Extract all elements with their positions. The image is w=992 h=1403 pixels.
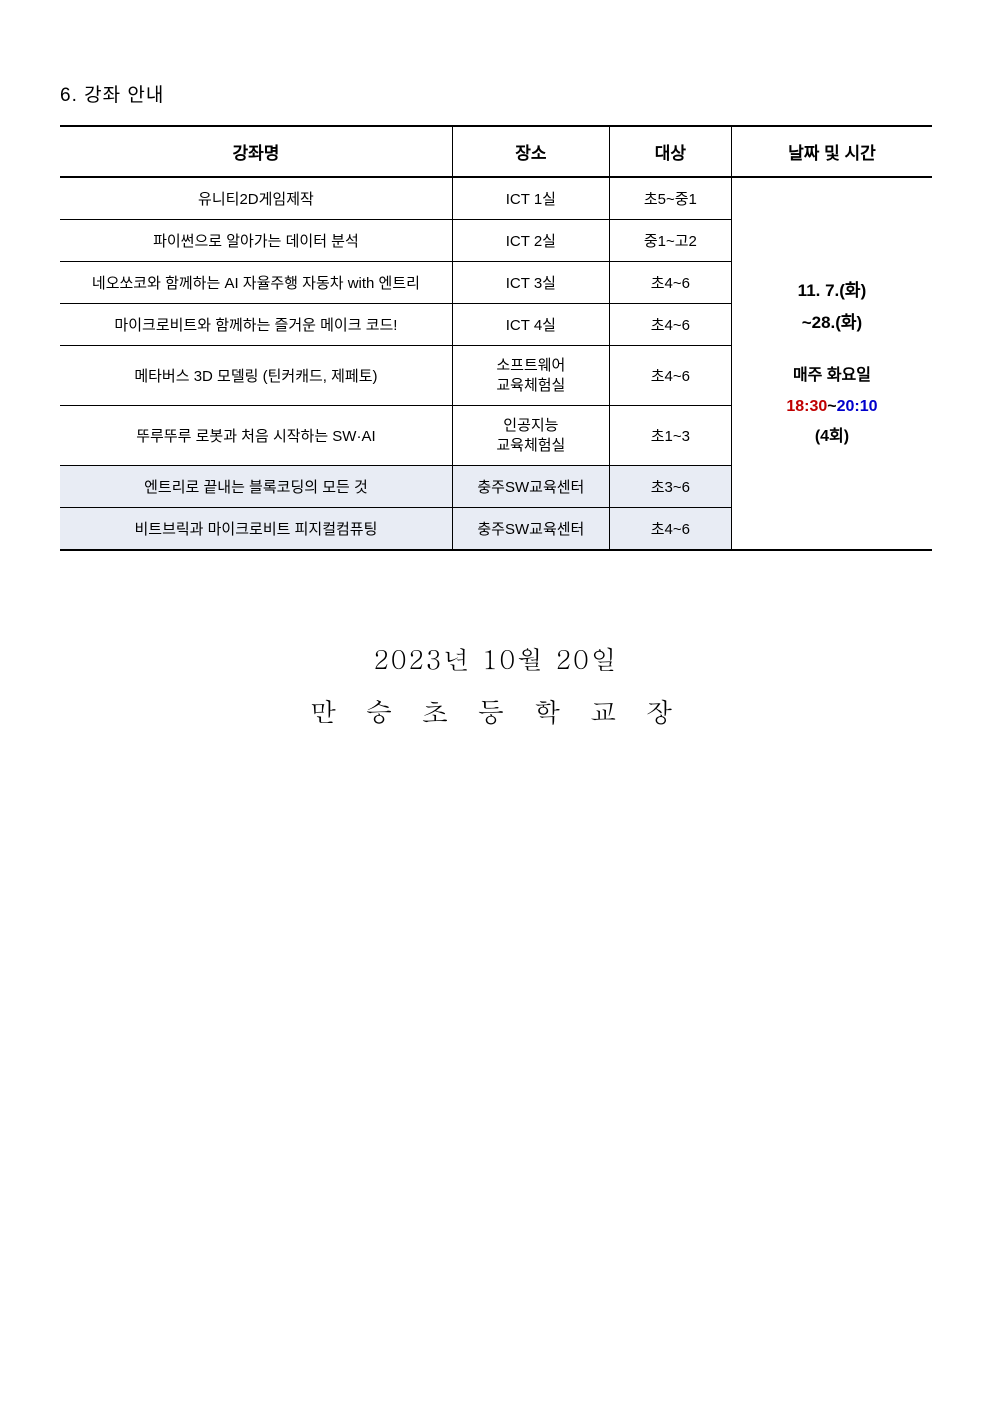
cell-target: 초4~6 — [609, 304, 731, 346]
cell-name: 메타버스 3D 모델링 (틴커캐드, 제페토) — [60, 346, 452, 406]
cell-name: 엔트리로 끝내는 블록코딩의 모든 것 — [60, 466, 452, 508]
footer-date: 2023년 10월 20일 — [60, 641, 932, 677]
cell-target: 초1~3 — [609, 406, 731, 466]
schedule-date-line2: ~28.(화) — [736, 307, 928, 339]
cell-name: 네오쏘코와 함께하는 AI 자율주행 자동차 with 엔트리 — [60, 262, 452, 304]
cell-target: 초4~6 — [609, 346, 731, 406]
schedule-weekday: 매주 화요일 — [736, 361, 928, 391]
cell-target: 초3~6 — [609, 466, 731, 508]
table-row: 유니티2D게임제작 ICT 1실 초5~중1 11. 7.(화) ~28.(화)… — [60, 177, 932, 220]
cell-place: ICT 2실 — [452, 220, 609, 262]
cell-place: 인공지능 교육체험실 — [452, 406, 609, 466]
footer: 2023년 10월 20일 만 승 초 등 학 교 장 — [60, 641, 932, 730]
table-body: 유니티2D게임제작 ICT 1실 초5~중1 11. 7.(화) ~28.(화)… — [60, 177, 932, 550]
time-start: 18:30 — [786, 398, 827, 415]
cell-name: 비트브릭과 마이크로비트 피지컬컴퓨팅 — [60, 508, 452, 551]
cell-place: ICT 4실 — [452, 304, 609, 346]
table-header-row: 강좌명 장소 대상 날짜 및 시간 — [60, 126, 932, 177]
section-title: 6. 강좌 안내 — [60, 80, 932, 107]
cell-place: 소프트웨어 교육체험실 — [452, 346, 609, 406]
cell-name: 유니티2D게임제작 — [60, 177, 452, 220]
schedule-date-line1: 11. 7.(화) — [736, 275, 928, 307]
cell-target: 초4~6 — [609, 262, 731, 304]
cell-place: ICT 3실 — [452, 262, 609, 304]
cell-place-line2: 교육체험실 — [496, 437, 565, 454]
footer-school: 만 승 초 등 학 교 장 — [60, 691, 932, 730]
header-datetime: 날짜 및 시간 — [731, 126, 932, 177]
time-sep: ~ — [827, 398, 836, 415]
cell-place: 충주SW교육센터 — [452, 466, 609, 508]
cell-place-line1: 인공지능 — [503, 417, 558, 434]
section-title-text: 강좌 안내 — [84, 85, 164, 106]
cell-place-line1: 소프트웨어 — [496, 357, 565, 374]
cell-place: ICT 1실 — [452, 177, 609, 220]
cell-target: 중1~고2 — [609, 220, 731, 262]
cell-target: 초4~6 — [609, 508, 731, 551]
cell-target: 초5~중1 — [609, 177, 731, 220]
header-name: 강좌명 — [60, 126, 452, 177]
cell-name: 파이썬으로 알아가는 데이터 분석 — [60, 220, 452, 262]
cell-name: 마이크로비트와 함께하는 즐거운 메이크 코드! — [60, 304, 452, 346]
schedule-time: 18:30~20:10 — [736, 392, 928, 422]
cell-schedule: 11. 7.(화) ~28.(화) 매주 화요일 18:30~20:10 (4회… — [731, 177, 932, 550]
time-end: 20:10 — [837, 398, 878, 415]
header-target: 대상 — [609, 126, 731, 177]
header-place: 장소 — [452, 126, 609, 177]
cell-place: 충주SW교육센터 — [452, 508, 609, 551]
course-table: 강좌명 장소 대상 날짜 및 시간 유니티2D게임제작 ICT 1실 초5~중1… — [60, 125, 932, 551]
section-number: 6. — [60, 85, 78, 106]
cell-place-line2: 교육체험실 — [496, 377, 565, 394]
cell-name: 뚜루뚜루 로봇과 처음 시작하는 SW·AI — [60, 406, 452, 466]
schedule-sessions: (4회) — [736, 422, 928, 452]
